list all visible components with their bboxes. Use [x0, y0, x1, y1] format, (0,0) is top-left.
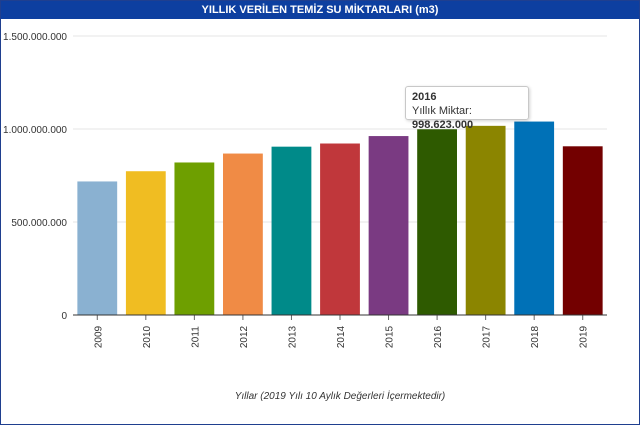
x-tick-label: 2019 [579, 325, 590, 348]
bar-2013[interactable] [271, 146, 312, 315]
x-tick-label: 2016 [433, 325, 444, 348]
bar-tooltip: 2016 Yıllık Miktar: 998.623.000 [405, 86, 529, 131]
tooltip-year: 2016 [412, 91, 437, 103]
bar-2009[interactable] [77, 181, 118, 315]
bar-2017[interactable] [465, 125, 506, 315]
bar-2011[interactable] [174, 162, 215, 315]
x-tick-label: 2013 [287, 325, 298, 348]
bar-2010[interactable] [125, 171, 166, 315]
bar-2014[interactable] [320, 143, 360, 315]
x-tick-label: 2014 [336, 325, 347, 348]
tooltip-value: 998.623.000 [412, 119, 474, 131]
x-axis-label: Yıllar (2019 Yılı 10 Aylık Değerleri İçe… [235, 390, 446, 402]
chart-title: YILLIK VERİLEN TEMİZ SU MİKTARLARI (m3) [1, 1, 639, 19]
x-axis-ticks: 2009 2010 2011 2012 2013 2014 2015 2016 2017 2018… [93, 315, 590, 348]
bar-2012[interactable] [223, 153, 263, 315]
bar-2016[interactable] [417, 129, 457, 315]
bar-2018[interactable] [514, 121, 555, 315]
tooltip-label: Yıllık Miktar: [412, 105, 472, 117]
y-tick-label: 1.500.000.000 [3, 32, 67, 43]
bar-2015[interactable] [368, 136, 409, 315]
x-tick-label: 2011 [190, 326, 201, 348]
y-tick-label: 0 [61, 311, 67, 322]
y-tick-label: 500.000.000 [11, 218, 67, 229]
y-axis-ticks: 0 500.000.000 1.000.000.000 1.500.000.000 [3, 32, 67, 322]
x-tick-label: 2017 [482, 325, 493, 348]
x-tick-label: 2012 [239, 325, 250, 348]
x-tick-label: 2015 [385, 325, 396, 348]
x-tick-label: 2009 [93, 325, 104, 348]
x-tick-label: 2018 [530, 325, 541, 348]
bar-2019[interactable] [562, 146, 603, 315]
x-tick-label: 2010 [142, 325, 153, 348]
bars [77, 121, 603, 315]
y-tick-label: 1.000.000.000 [3, 125, 67, 136]
